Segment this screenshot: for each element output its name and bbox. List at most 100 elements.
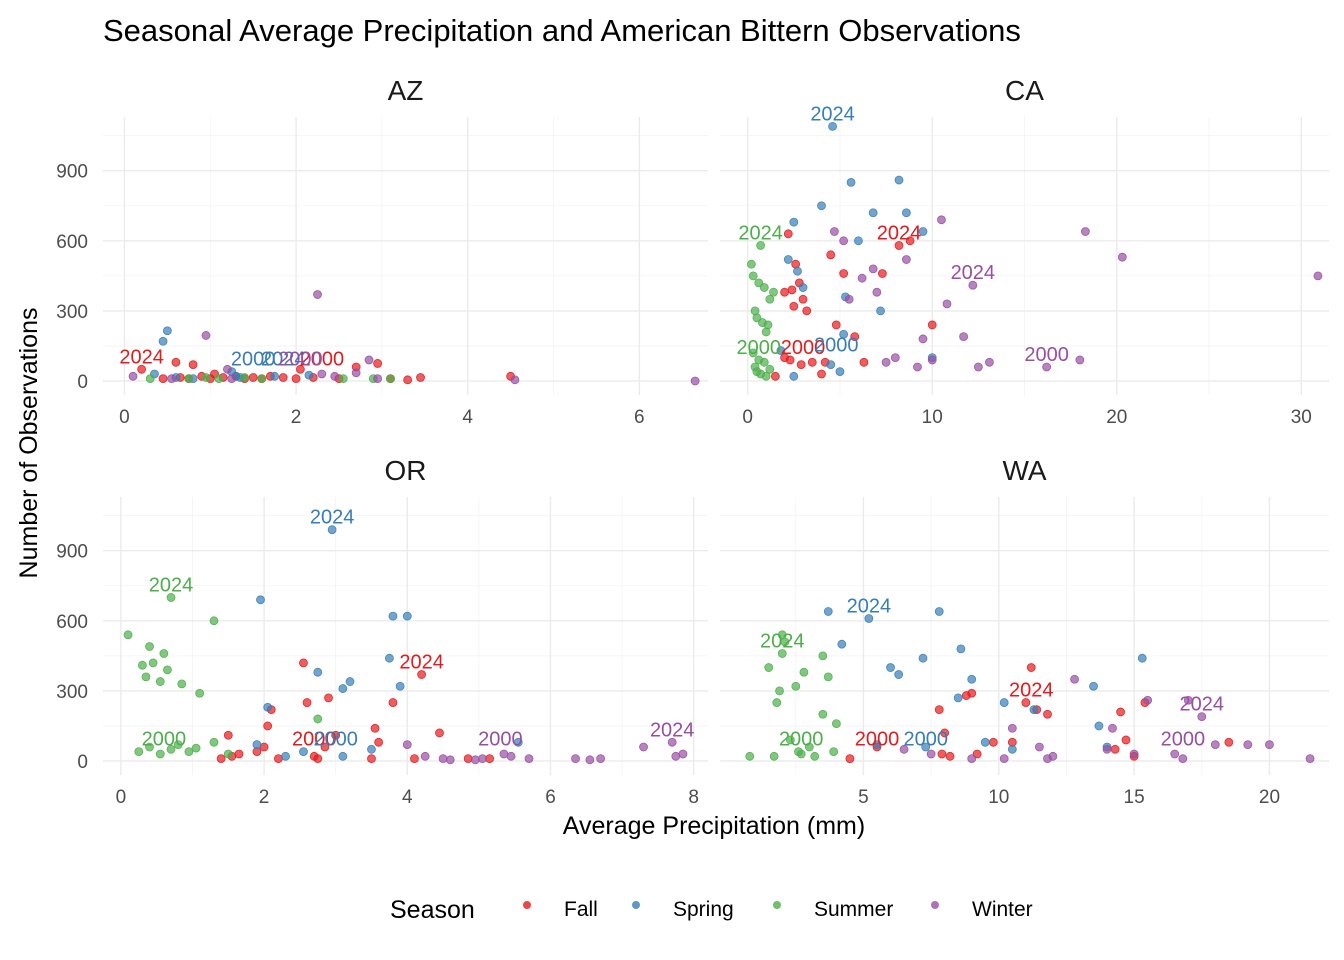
data-point-spring bbox=[789, 371, 799, 381]
data-point-fall bbox=[324, 693, 333, 703]
data-point-fall bbox=[937, 749, 947, 759]
data-point-winter bbox=[1048, 751, 1058, 761]
legend-label-spring: Spring bbox=[673, 898, 734, 921]
legend-key-fall bbox=[523, 901, 531, 909]
data-point-spring bbox=[828, 121, 837, 131]
year-annotation: 2024 bbox=[847, 595, 892, 617]
data-point-spring bbox=[281, 751, 290, 761]
data-point-spring bbox=[956, 644, 966, 654]
data-point-summer bbox=[191, 743, 201, 753]
data-point-winter bbox=[1034, 742, 1044, 752]
data-point-winter bbox=[364, 355, 374, 365]
data-point-spring bbox=[1089, 681, 1098, 691]
data-point-winter bbox=[973, 362, 983, 372]
data-point-winter bbox=[999, 754, 1009, 764]
x-tick-label: 2 bbox=[259, 787, 270, 808]
data-point-winter bbox=[478, 754, 487, 764]
data-point-spring bbox=[1007, 744, 1017, 754]
data-point-winter bbox=[1129, 749, 1139, 759]
data-point-fall bbox=[1043, 709, 1052, 719]
data-point-winter bbox=[968, 280, 978, 290]
data-point-winter bbox=[313, 290, 322, 299]
data-point-summer bbox=[173, 740, 183, 750]
data-point-summer bbox=[759, 357, 769, 367]
year-annotation: 2024 bbox=[399, 652, 444, 674]
data-point-fall bbox=[783, 229, 793, 239]
data-point-summer bbox=[123, 630, 133, 640]
data-point-spring bbox=[299, 747, 308, 757]
data-point-summer bbox=[791, 681, 801, 691]
year-annotation: 2000 bbox=[478, 729, 523, 751]
legend-label-winter: Winter bbox=[972, 898, 1033, 921]
data-point-summer bbox=[240, 373, 249, 382]
data-point-winter bbox=[1117, 252, 1127, 262]
data-point-fall bbox=[927, 320, 937, 330]
data-point-summer bbox=[804, 742, 814, 752]
data-point-summer bbox=[145, 642, 154, 651]
data-point-summer bbox=[134, 747, 144, 757]
data-point-summer bbox=[257, 374, 267, 384]
data-point-spring bbox=[823, 607, 833, 616]
data-point-spring bbox=[395, 681, 405, 691]
data-point-fall bbox=[234, 749, 244, 759]
data-point-fall bbox=[313, 754, 323, 764]
data-point-winter bbox=[868, 264, 878, 274]
data-point-winter bbox=[844, 294, 854, 304]
data-point-fall bbox=[263, 721, 273, 731]
year-annotation: 2024 bbox=[1009, 680, 1054, 702]
data-point-winter bbox=[678, 749, 688, 759]
data-point-summer bbox=[756, 241, 765, 250]
data-point-winter bbox=[830, 227, 839, 236]
data-point-spring bbox=[839, 329, 849, 339]
x-tick-label: 0 bbox=[116, 787, 127, 808]
data-point-fall bbox=[796, 360, 806, 370]
data-point-summer bbox=[829, 747, 839, 757]
data-point-fall bbox=[137, 364, 147, 374]
data-point-summer bbox=[195, 688, 205, 698]
data-point-winter bbox=[571, 754, 580, 764]
data-point-fall bbox=[845, 754, 855, 764]
data-point-winter bbox=[926, 749, 936, 759]
data-point-winter bbox=[839, 236, 849, 246]
data-point-fall bbox=[403, 375, 413, 385]
data-point-fall bbox=[787, 285, 797, 295]
data-point-fall bbox=[278, 373, 288, 382]
y-tick-label: 900 bbox=[56, 542, 88, 563]
year-annotation: 2024 bbox=[310, 507, 355, 529]
data-point-spring bbox=[999, 698, 1009, 707]
data-point-summer bbox=[765, 294, 775, 304]
data-point-summer bbox=[163, 665, 172, 675]
data-point-spring bbox=[1094, 721, 1104, 731]
data-point-fall bbox=[802, 306, 812, 316]
data-point-spring bbox=[270, 371, 280, 381]
data-point-spring bbox=[886, 663, 895, 672]
data-point-summer bbox=[177, 679, 187, 689]
x-tick-label: 2 bbox=[291, 407, 302, 428]
data-point-winter bbox=[639, 742, 648, 752]
data-point-winter bbox=[985, 357, 994, 367]
data-point-spring bbox=[158, 336, 168, 346]
data-point-summer bbox=[799, 667, 809, 677]
year-annotation: 2024 bbox=[951, 262, 996, 284]
data-point-spring bbox=[327, 525, 337, 535]
data-point-fall bbox=[302, 698, 312, 707]
facet-strip-label: CA bbox=[1005, 75, 1044, 106]
data-point-spring bbox=[304, 370, 314, 380]
data-point-fall bbox=[374, 737, 384, 747]
year-annotation: 2024 bbox=[760, 631, 805, 653]
data-point-summer bbox=[145, 742, 154, 752]
year-annotation: 2000 bbox=[814, 335, 859, 357]
data-point-fall bbox=[785, 355, 795, 365]
y-tick-label: 600 bbox=[56, 232, 88, 253]
year-annotation: 2000 bbox=[903, 729, 948, 751]
data-point-spring bbox=[980, 737, 990, 747]
data-point-spring bbox=[837, 639, 847, 649]
data-point-spring bbox=[876, 306, 885, 316]
legend: Season Fall Spring Summer Winter bbox=[390, 896, 1033, 924]
data-point-fall bbox=[1026, 663, 1036, 672]
data-point-winter bbox=[1183, 695, 1193, 705]
facet-strip-label: WA bbox=[1002, 455, 1046, 486]
data-point-summer bbox=[166, 593, 176, 602]
